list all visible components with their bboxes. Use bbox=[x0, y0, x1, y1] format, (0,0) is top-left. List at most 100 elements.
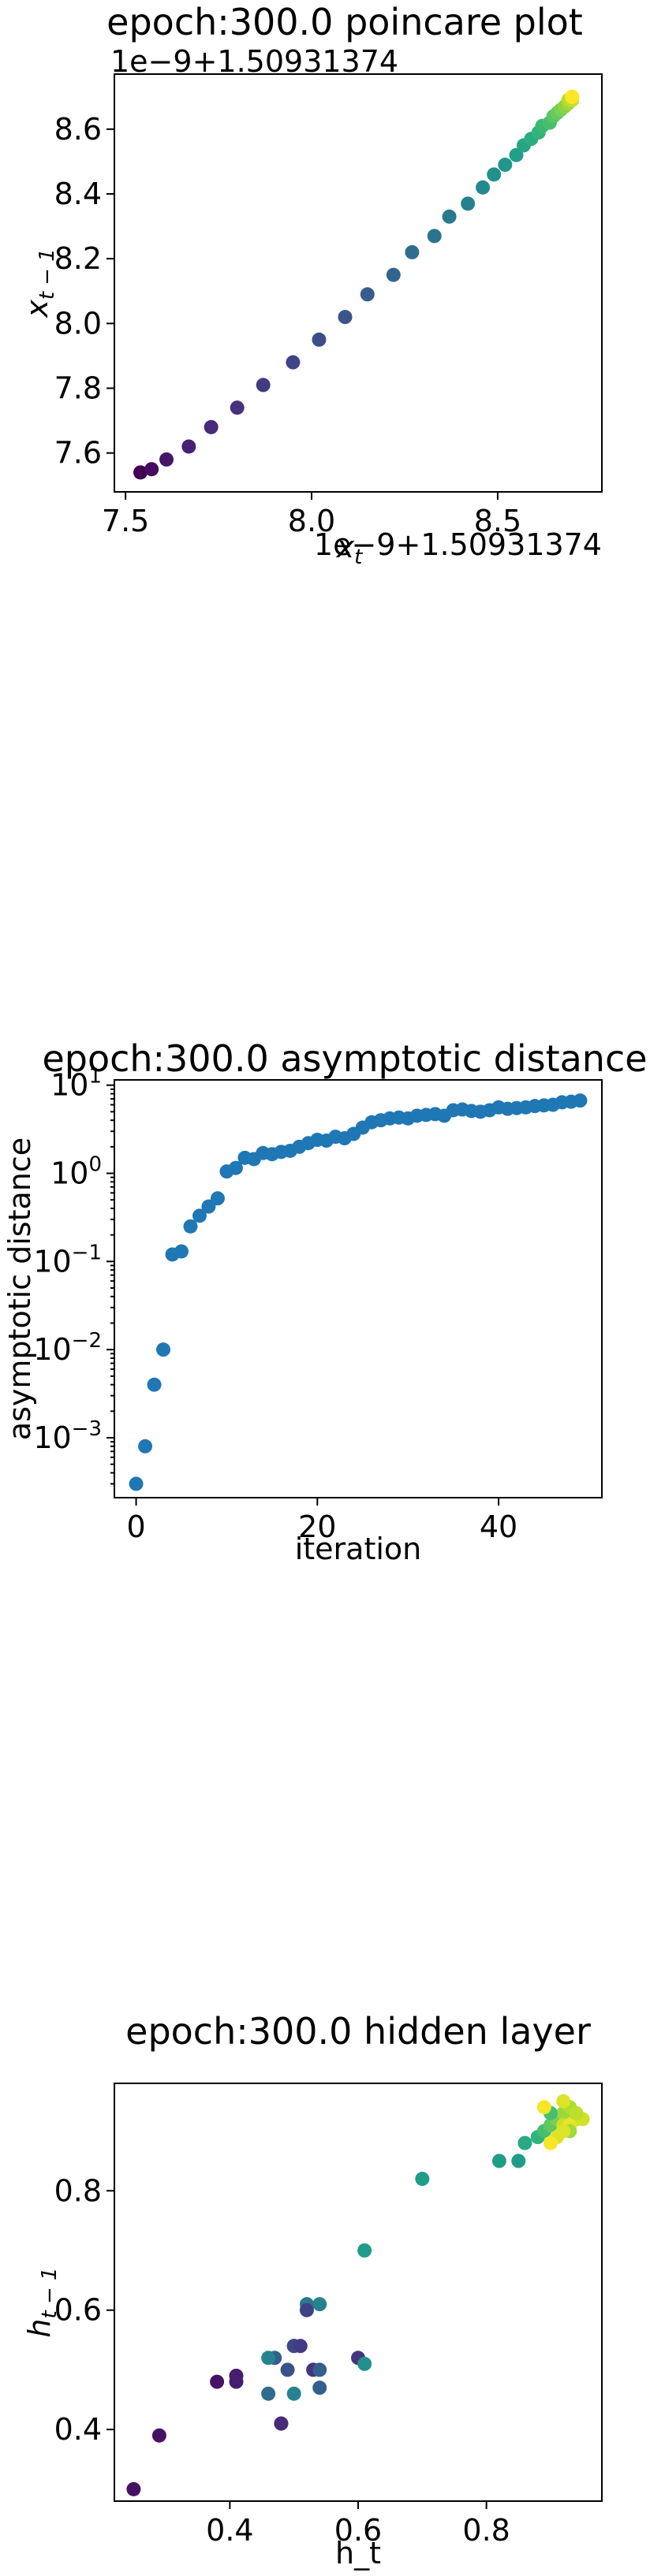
y-tick-label: 8.0 bbox=[54, 306, 102, 341]
poincare-axes-frame bbox=[114, 73, 603, 493]
poincare-chart: epoch:300.0 poincare plot 1e−9+1.5093137… bbox=[20, 1, 603, 569]
hidden-x-ticks: 0.4 0.6 0.8 bbox=[206, 2501, 510, 2548]
asymptotic-points bbox=[129, 1093, 588, 1491]
data-point bbox=[274, 2416, 289, 2431]
x-tick-label: 40 bbox=[480, 1509, 517, 1544]
y-tick-label: 10−2 bbox=[33, 1329, 102, 1367]
data-point bbox=[491, 2153, 506, 2168]
data-point bbox=[286, 355, 301, 370]
data-point bbox=[201, 1199, 216, 1214]
data-point bbox=[126, 2481, 141, 2496]
x-tick-label: 0.6 bbox=[334, 2513, 382, 2548]
data-point bbox=[144, 462, 159, 477]
data-point bbox=[573, 1093, 588, 1108]
data-point bbox=[181, 439, 196, 454]
y-tick-label: 0.6 bbox=[54, 2293, 102, 2328]
data-point bbox=[405, 244, 420, 259]
data-point bbox=[230, 400, 245, 415]
y-tick-label: 101 bbox=[50, 1065, 102, 1103]
asymptotic-x-ticks: 0 20 40 bbox=[126, 1498, 517, 1544]
data-point bbox=[360, 287, 375, 302]
data-point bbox=[210, 2374, 225, 2389]
data-point bbox=[210, 1191, 225, 1206]
data-point bbox=[517, 2135, 532, 2150]
poincare-y-offset-text: 1e−9+1.50931374 bbox=[110, 44, 398, 79]
data-point bbox=[498, 158, 513, 173]
data-point bbox=[338, 310, 353, 325]
data-point bbox=[386, 267, 401, 282]
data-point bbox=[461, 196, 476, 211]
asymptotic-x-label: iteration bbox=[295, 1532, 422, 1566]
hidden-points bbox=[126, 2094, 590, 2496]
data-point bbox=[192, 1208, 207, 1223]
y-tick-label: 0.8 bbox=[54, 2173, 102, 2208]
hidden-y-ticks: 0.4 0.6 0.8 bbox=[54, 2173, 114, 2447]
data-point bbox=[138, 1439, 153, 1454]
poincare-y-label: xt − 1 bbox=[20, 248, 59, 318]
asymptotic-y-ticks: 10−3 10−2 10−1 100 101 bbox=[33, 1065, 114, 1485]
asymptotic-title: epoch:300.0 asymptotic distance bbox=[42, 1037, 647, 1080]
y-tick-label: 8.2 bbox=[54, 241, 102, 276]
data-point bbox=[299, 2302, 314, 2317]
data-point bbox=[129, 1476, 144, 1491]
x-tick-label: 0 bbox=[126, 1509, 145, 1544]
data-point bbox=[229, 2374, 244, 2389]
data-point bbox=[511, 2153, 526, 2168]
y-tick-label: 8.4 bbox=[54, 177, 102, 211]
y-tick-label: 0.4 bbox=[54, 2412, 102, 2447]
data-point bbox=[159, 452, 174, 467]
data-point bbox=[569, 2105, 584, 2120]
data-point bbox=[228, 1160, 243, 1175]
asymptotic-axes-frame bbox=[114, 1079, 603, 1498]
data-point bbox=[509, 147, 524, 162]
poincare-x-offset-text: 1e−9+1.50931374 bbox=[314, 527, 602, 562]
x-tick-label: 8.5 bbox=[474, 504, 521, 538]
data-point bbox=[261, 2351, 276, 2366]
x-tick-label: 0.8 bbox=[462, 2513, 510, 2548]
data-point bbox=[442, 209, 457, 224]
data-point bbox=[312, 2362, 327, 2377]
y-tick-label: 7.8 bbox=[54, 371, 102, 406]
hidden-layer-chart: epoch:300.0 hidden layer 0.4 0.6 0.8 0.40.… bbox=[22, 2010, 603, 2570]
y-tick-label: 7.6 bbox=[54, 436, 102, 471]
data-point bbox=[256, 378, 271, 393]
data-point bbox=[312, 332, 327, 347]
data-point bbox=[536, 2100, 551, 2115]
data-point bbox=[357, 2243, 372, 2258]
data-point bbox=[204, 419, 219, 434]
poincare-points bbox=[133, 89, 580, 480]
x-tick-label: 20 bbox=[298, 1509, 336, 1544]
y-tick-label: 10−3 bbox=[33, 1417, 102, 1455]
asymptotic-distance-chart: epoch:300.0 asymptotic distance 0 20 40 10… bbox=[2, 1037, 648, 1566]
data-point bbox=[556, 2124, 571, 2139]
x-tick-label: 8.0 bbox=[288, 504, 335, 538]
hidden-title: epoch:300.0 hidden layer bbox=[125, 2010, 591, 2053]
data-point bbox=[133, 465, 148, 480]
data-point bbox=[556, 2094, 571, 2109]
hidden-axes-frame bbox=[114, 2083, 603, 2502]
hidden-y-label: ht − 1 bbox=[22, 2267, 62, 2337]
data-point bbox=[487, 167, 502, 182]
data-point bbox=[415, 2172, 430, 2187]
x-tick-label: 0.4 bbox=[206, 2513, 253, 2548]
data-point bbox=[261, 2386, 276, 2401]
poincare-x-ticks: 7.5 8.0 8.5 bbox=[102, 492, 521, 538]
data-point bbox=[280, 2362, 295, 2377]
data-point bbox=[427, 229, 442, 244]
data-point bbox=[565, 89, 580, 104]
data-point bbox=[476, 180, 491, 195]
y-tick-label: 100 bbox=[50, 1153, 102, 1191]
asymptotic-y-label: asymptotic distance bbox=[2, 1137, 37, 1440]
data-point bbox=[312, 2381, 327, 2395]
y-tick-label: 10−1 bbox=[33, 1241, 102, 1279]
data-point bbox=[293, 2339, 308, 2354]
data-point bbox=[156, 1342, 171, 1357]
data-point bbox=[147, 1377, 162, 1392]
x-tick-label: 7.5 bbox=[102, 504, 149, 538]
data-point bbox=[183, 1219, 198, 1234]
poincare-y-ticks: 7.6 7.8 8.0 8.2 8.4 8.6 bbox=[54, 112, 114, 471]
hidden-x-label: h_t bbox=[335, 2536, 381, 2570]
data-point bbox=[174, 1244, 189, 1259]
data-point bbox=[312, 2297, 327, 2312]
